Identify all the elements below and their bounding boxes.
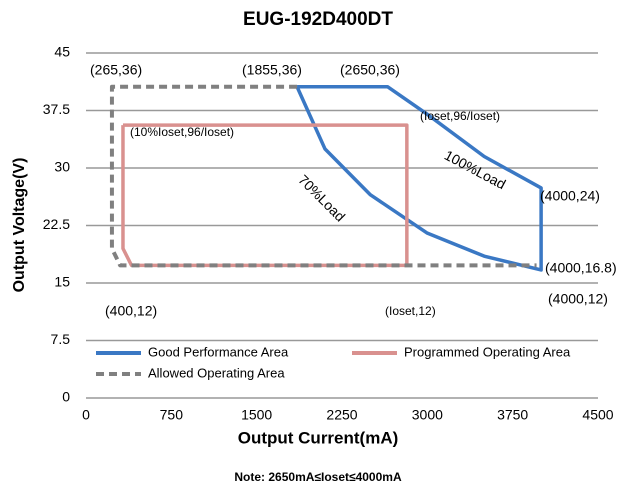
legend-label: Allowed Operating Area [148,365,285,380]
annotation: (4000,24) [540,188,600,204]
x-tick-label: 3000 [412,407,443,423]
y-tick-label: 37.5 [43,101,70,117]
legend-label: Good Performance Area [148,344,289,359]
y-axis-label: Output Voltage(V) [11,158,28,293]
legend-label: Programmed Operating Area [404,344,571,359]
annotation: (4000,16.8) [545,260,617,276]
series-line [109,84,537,268]
annotation: (Ioset,96/Ioset) [420,109,500,123]
annotation: 100%Load [442,147,509,193]
x-tick-label: 2250 [326,407,357,423]
y-tick-label: 15 [54,274,70,290]
y-tick-label: 7.5 [51,331,71,347]
y-tick-label: 45 [54,44,70,60]
y-tick-label: 0 [62,389,70,405]
chart-title: EUG-192D400DT [243,9,393,30]
annotation: 70%Load [295,171,348,224]
series-line [121,123,409,268]
annotation: (265,36) [90,62,142,78]
annotation: (1855,36) [242,62,302,78]
annotation: (2650,36) [340,62,400,78]
note: Note: 2650mA≤Ioset≤4000mA [234,470,402,484]
annotation: (4000,12) [548,291,608,307]
annotation: (400,12) [105,303,157,319]
x-tick-label: 3750 [497,407,528,423]
series-line [295,84,543,272]
y-tick-label: 22.5 [43,216,70,232]
x-axis-label: Output Current(mA) [238,428,399,447]
x-tick-label: 4500 [582,407,613,423]
x-tick-label: 0 [82,407,90,423]
x-tick-label: 750 [160,407,184,423]
y-tick-label: 30 [54,159,70,175]
x-tick-label: 1500 [241,407,272,423]
annotation: (Ioset,12) [385,304,436,318]
annotation: (10%Ioset,96/Ioset) [130,125,234,139]
